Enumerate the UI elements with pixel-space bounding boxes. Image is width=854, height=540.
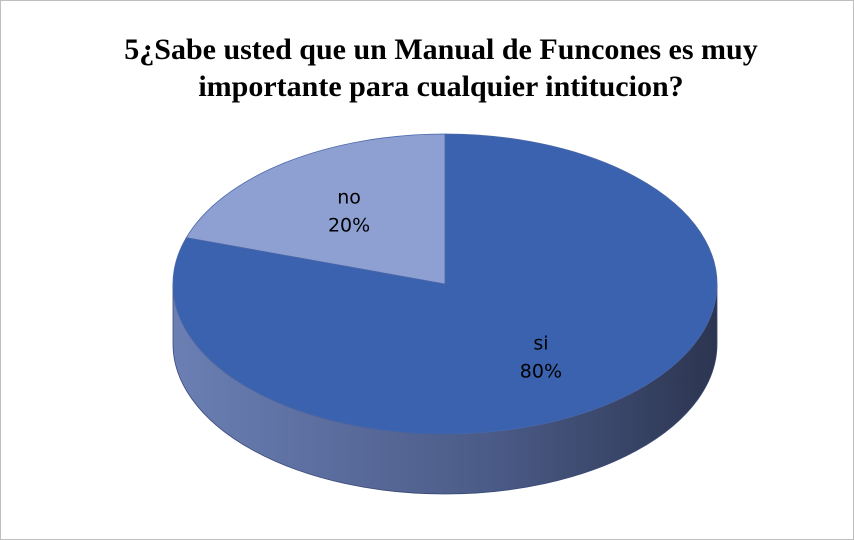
- slice-value-label: 80%: [520, 360, 562, 382]
- chart-title: 5¿Sabe usted que un Manual de Funcones e…: [124, 33, 758, 103]
- slice-label: si: [533, 332, 548, 354]
- pie-slice: [185, 133, 446, 285]
- slice-value-label: 20%: [328, 215, 370, 237]
- slice-label: no: [337, 187, 361, 209]
